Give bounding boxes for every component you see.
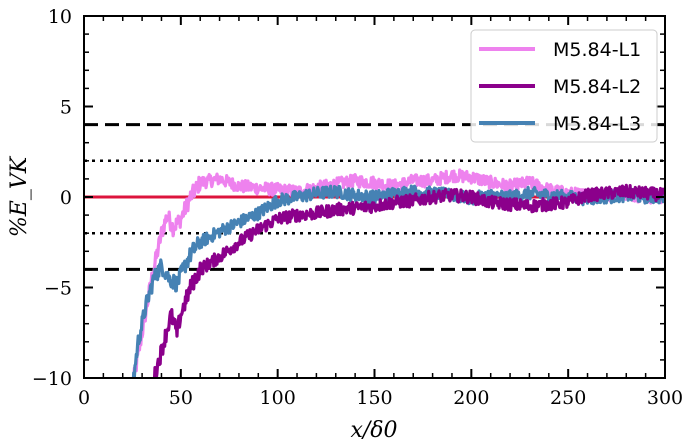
series-lines: [131, 168, 665, 378]
x-tick-label: 50: [169, 387, 193, 409]
legend-items: M5.84-L1 M5.84-L2 M5.84-L3: [479, 39, 641, 135]
series-line-m5-84-l2: [151, 183, 665, 378]
x-tick-label: 200: [453, 387, 489, 409]
plot-frame: [83, 15, 666, 379]
x-tick-label: 300: [647, 387, 683, 409]
series-line-m5-84-l1: [132, 168, 665, 378]
y-tick-label: 10: [48, 6, 72, 28]
legend: M5.84-L1 M5.84-L2 M5.84-L3: [470, 29, 658, 143]
legend-box: [470, 29, 658, 143]
y-tick-label: −10: [32, 368, 72, 390]
y-tick-label: 0: [60, 187, 72, 209]
x-axis-title: x/δ0: [350, 418, 397, 443]
y-tick-label: −5: [44, 278, 72, 300]
tick-labels: 0 50 100 150 200 250 300 −10 −5 0 5 10: [32, 6, 683, 409]
legend-label: M5.84-L2: [553, 76, 641, 98]
legend-label: M5.84-L1: [553, 39, 641, 61]
x-tick-label: 250: [550, 387, 586, 409]
legend-label: M5.84-L3: [553, 113, 641, 135]
y-axis-title: %E_VK: [7, 155, 32, 237]
x-tick-label: 0: [78, 387, 90, 409]
x-tick-label: 150: [356, 387, 392, 409]
x-tick-label: 100: [260, 387, 296, 409]
y-tick-label: 5: [60, 97, 72, 119]
